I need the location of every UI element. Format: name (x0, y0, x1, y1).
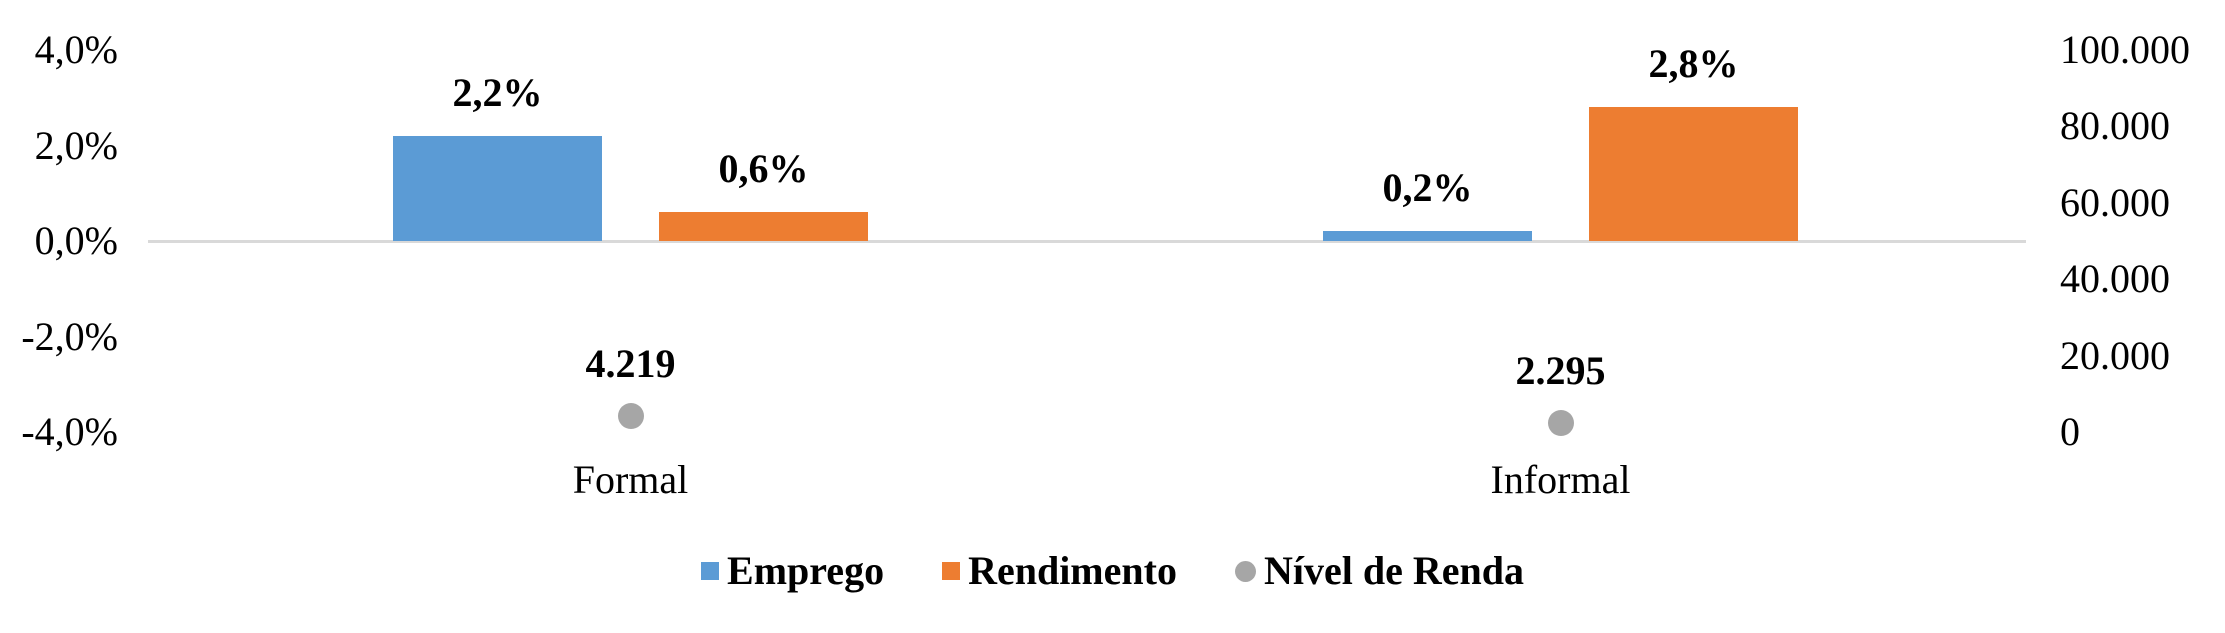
right-axis-tick-label: 40.000 (2060, 256, 2170, 302)
nivel-de-renda-point (1547, 410, 1574, 437)
legend-label-nivel-de-renda: Nível de Renda (1263, 548, 1524, 593)
bar-value-label: 0,2% (1382, 165, 1473, 211)
left-axis-tick-label: -4,0% (21, 409, 118, 454)
bar-rendimento-formal (659, 212, 868, 241)
legend: Emprego Rendimento Nível de Renda (0, 549, 2225, 593)
left-axis-tick-label: 4,0% (34, 27, 118, 72)
left-axis-tick-label: 0,0% (34, 218, 118, 263)
nivel-de-renda-marker-icon (1234, 560, 1256, 582)
point-value-label: 4.219 (585, 340, 676, 386)
right-axis-tick-label: 80.000 (2060, 103, 2170, 149)
category-label-formal: Formal (572, 457, 689, 502)
zero-axis-line (148, 239, 2026, 243)
legend-item-nivel-de-renda: Nível de Renda (1234, 548, 1524, 593)
bar-value-label: 0,6% (718, 146, 809, 192)
right-axis-tick-label: 60.000 (2060, 179, 2170, 225)
bar-rendimento-informal (1589, 107, 1798, 241)
nivel-de-renda-point (617, 402, 644, 429)
bar-emprego-formal (393, 135, 602, 241)
right-axis-tick-label: 20.000 (2060, 332, 2170, 378)
legend-label-rendimento: Rendimento (968, 548, 1177, 593)
legend-item-rendimento: Rendimento (942, 549, 1177, 593)
left-axis-tick-label: -2,0% (21, 313, 118, 359)
legend-item-emprego: Emprego (701, 549, 884, 593)
left-axis-tick-label: 2,0% (34, 122, 118, 168)
right-axis-tick-label: 100.000 (2060, 27, 2190, 72)
bar-emprego-informal (1323, 231, 1532, 241)
bar-value-label: 2,2% (452, 69, 543, 115)
bar-value-label: 2,8% (1648, 41, 1739, 87)
emprego-swatch-icon (701, 562, 720, 580)
point-value-label: 2.295 (1515, 348, 1606, 394)
right-axis-tick-label: 0 (2060, 409, 2080, 454)
rendimento-swatch-icon (942, 562, 961, 580)
legend-label-emprego: Emprego (727, 548, 885, 593)
category-label-informal: Informal (1490, 457, 1631, 502)
